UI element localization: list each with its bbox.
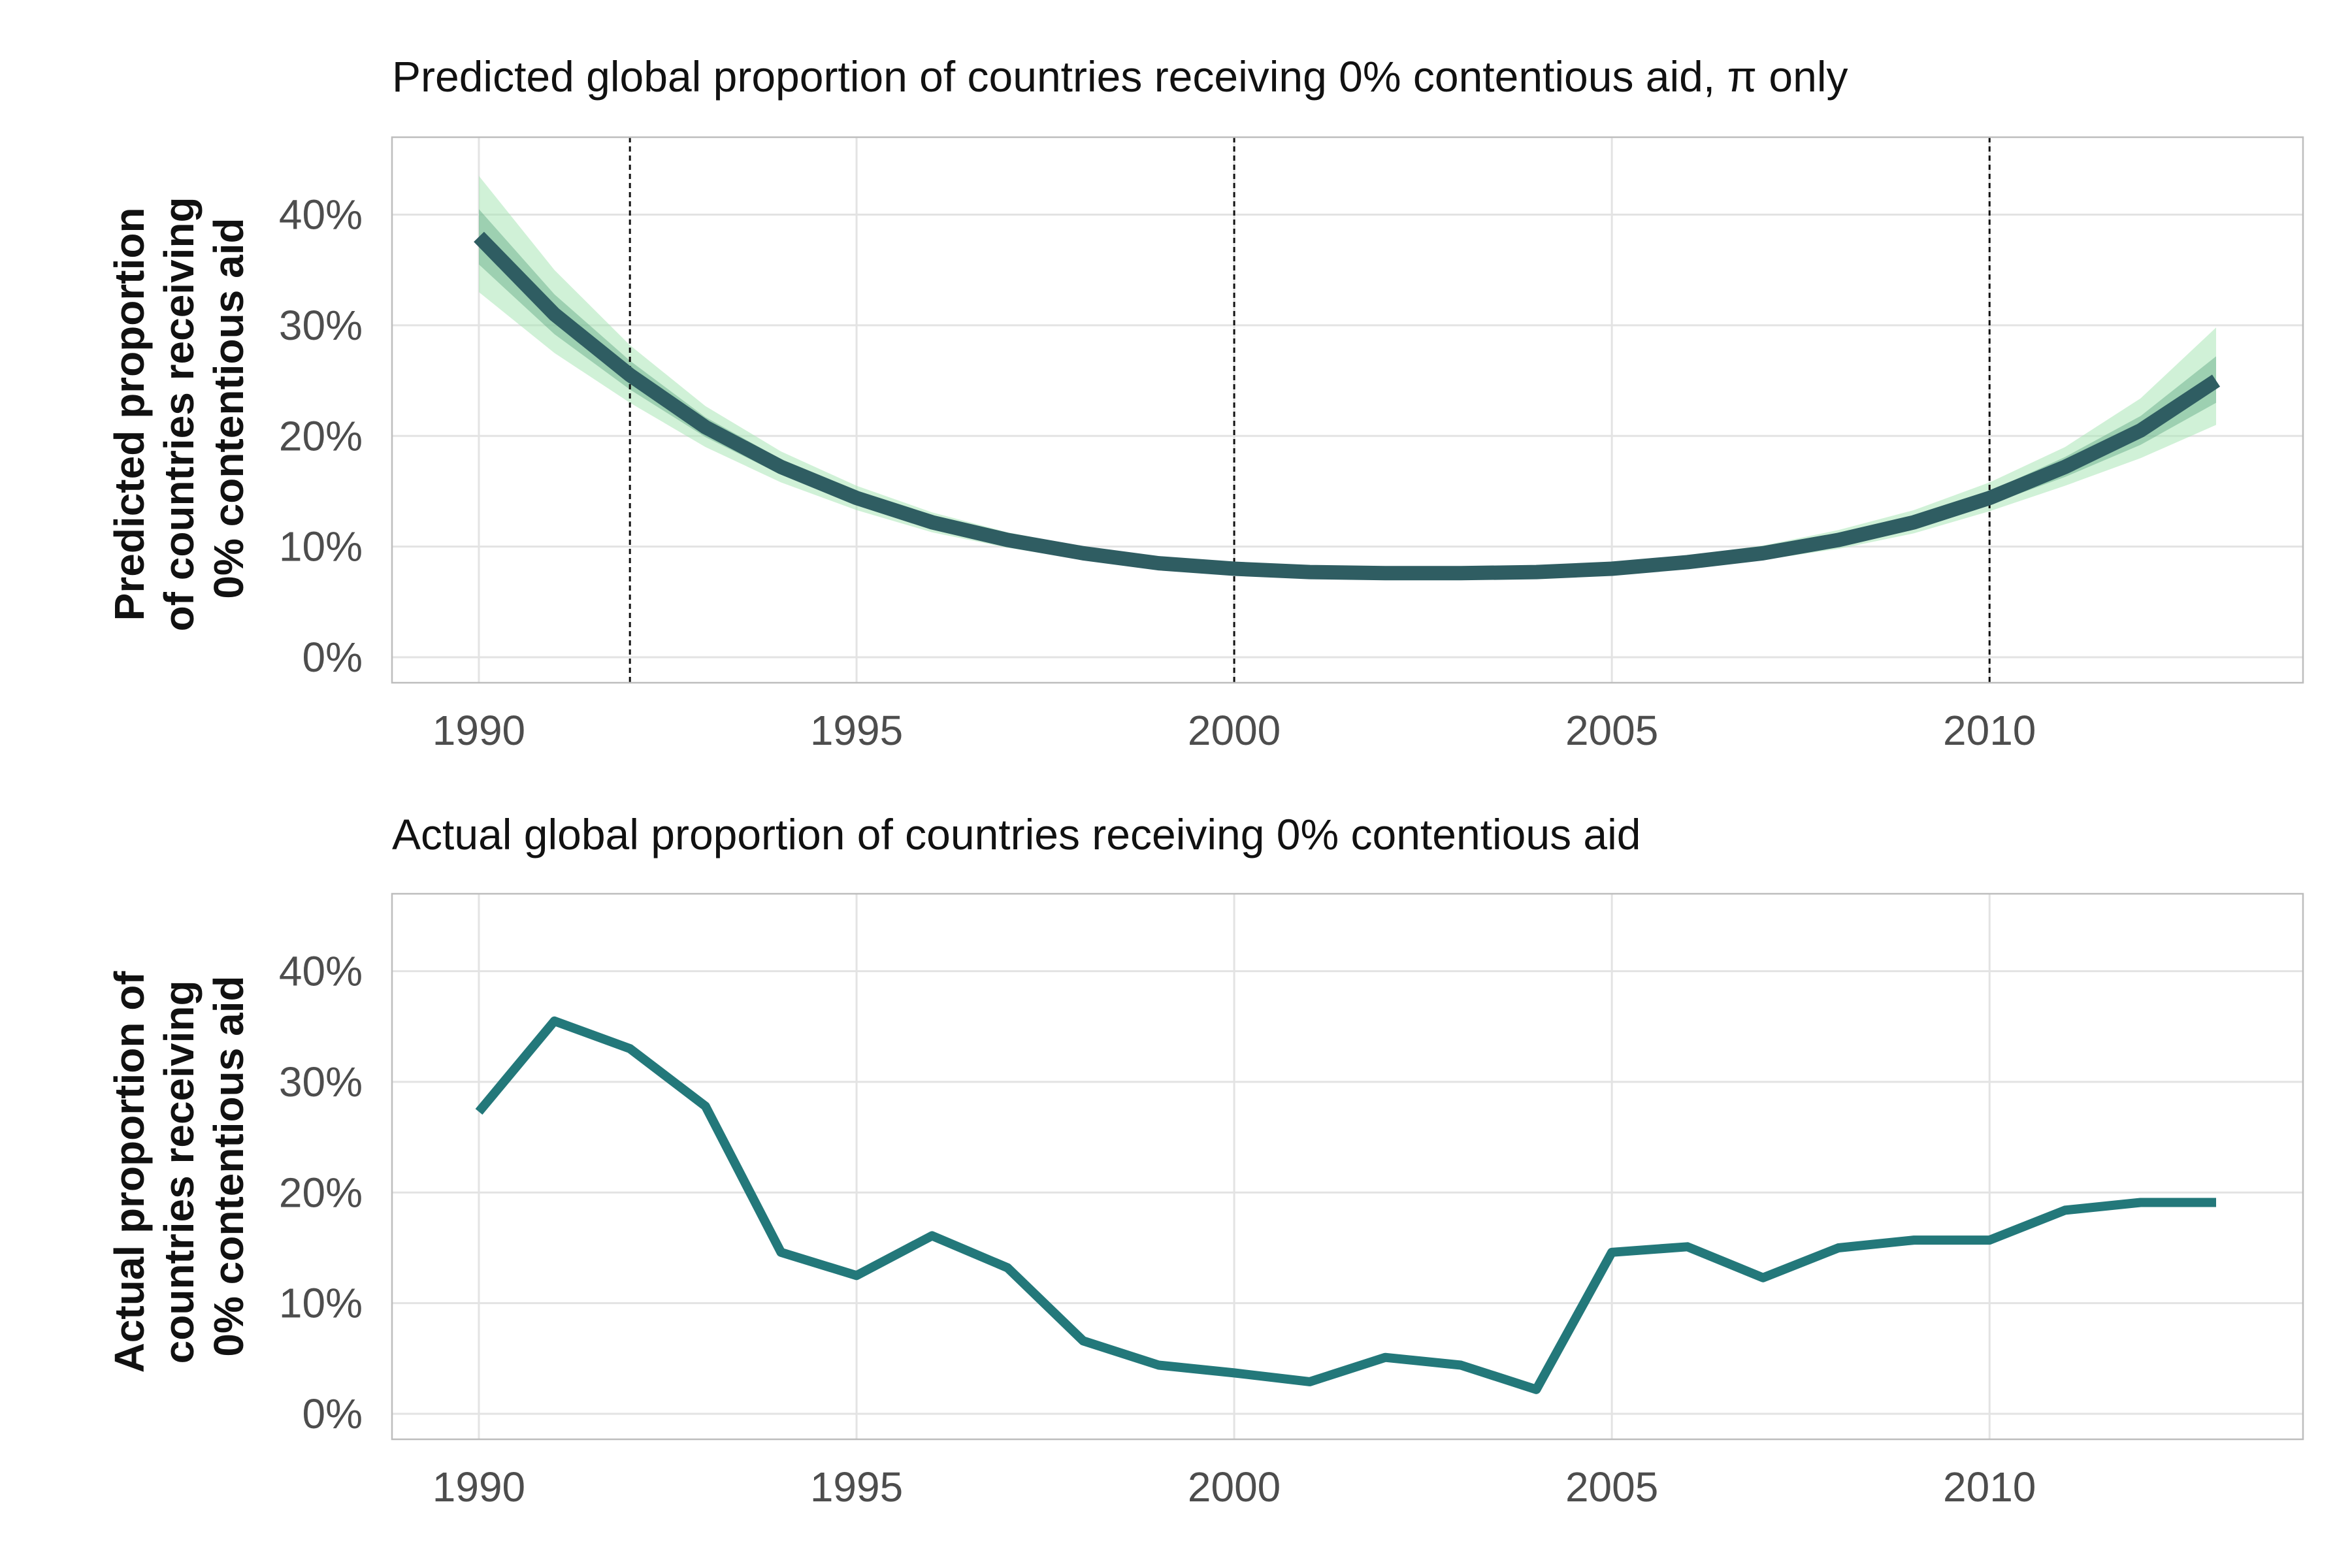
actual-x-tick-label-1990: 1990 — [433, 1463, 525, 1511]
actual-chart-title: Actual global proportion of countries re… — [392, 810, 1641, 858]
actual-series-line — [475, 1016, 2216, 1394]
predicted-y-axis-label: Predicted proportion of countries receiv… — [106, 186, 252, 632]
predicted-x-tick-label-2010: 2010 — [1943, 707, 2036, 754]
actual-y-axis-label-line-3: 0% contentious aid — [205, 975, 252, 1356]
predicted-reference-lines — [629, 137, 1991, 683]
actual-y-axis-label-line-1: Actual proportion of — [106, 971, 153, 1373]
actual-y-tick-label-0: 0% — [302, 1390, 363, 1437]
actual-x-tick-label-2010: 2010 — [1943, 1463, 2036, 1511]
predicted-y-tick-label-40: 40% — [279, 191, 363, 238]
actual-gridlines — [392, 894, 2303, 1439]
predicted-uncertainty-bands — [479, 176, 2216, 580]
actual-series — [475, 1016, 2216, 1394]
actual-y-tick-label-30: 30% — [279, 1058, 363, 1105]
predicted-y-axis-label-line-2: of countries receiving — [155, 197, 203, 631]
predicted-chart-title: Predicted global proportion of countries… — [392, 52, 1848, 101]
predicted-series — [474, 231, 2221, 581]
predicted-y-tick-label-10: 10% — [279, 523, 363, 570]
predicted-gridlines — [392, 137, 2303, 683]
predicted-x-tick-label-1990: 1990 — [433, 707, 525, 754]
actual-y-axis-label-line-2: countries receiving — [155, 980, 203, 1364]
predicted-inner-band — [479, 209, 2216, 577]
predicted-series-line — [474, 231, 2221, 581]
predicted-panel: Predicted global proportion of countries… — [106, 52, 2304, 754]
predicted-y-axis-label-line-3: 0% contentious aid — [205, 218, 252, 598]
predicted-y-tick-label-20: 20% — [279, 412, 363, 459]
actual-y-tick-label-20: 20% — [279, 1169, 363, 1216]
predicted-y-axis-label-line-1: Predicted proportion — [106, 207, 153, 621]
predicted-y-tick-label-0: 0% — [302, 634, 363, 681]
predicted-x-ticks: 1990 1995 2000 2005 2010 — [433, 707, 2036, 754]
actual-x-tick-label-2000: 2000 — [1188, 1463, 1281, 1511]
actual-x-tick-label-2005: 2005 — [1565, 1463, 1658, 1511]
predicted-x-tick-label-2005: 2005 — [1565, 707, 1658, 754]
actual-x-tick-label-1995: 1995 — [810, 1463, 903, 1511]
actual-y-axis-label: Actual proportion of countries receiving… — [106, 960, 252, 1373]
actual-panel: Actual global proportion of countries re… — [106, 810, 2304, 1511]
predicted-y-tick-label-30: 30% — [279, 302, 363, 349]
predicted-outer-band — [479, 176, 2216, 580]
predicted-panel-frame — [391, 136, 2304, 684]
predicted-x-tick-label-1995: 1995 — [810, 707, 903, 754]
actual-panel-frame — [391, 892, 2304, 1441]
actual-x-ticks: 1990 1995 2000 2005 2010 — [433, 1463, 2036, 1511]
predicted-y-ticks: 0% 10% 20% 30% 40% — [279, 191, 363, 681]
actual-y-tick-label-40: 40% — [279, 948, 363, 995]
predicted-x-tick-label-2000: 2000 — [1188, 707, 1281, 754]
actual-y-tick-label-10: 10% — [279, 1280, 363, 1327]
actual-y-ticks: 0% 10% 20% 30% 40% — [279, 948, 363, 1437]
